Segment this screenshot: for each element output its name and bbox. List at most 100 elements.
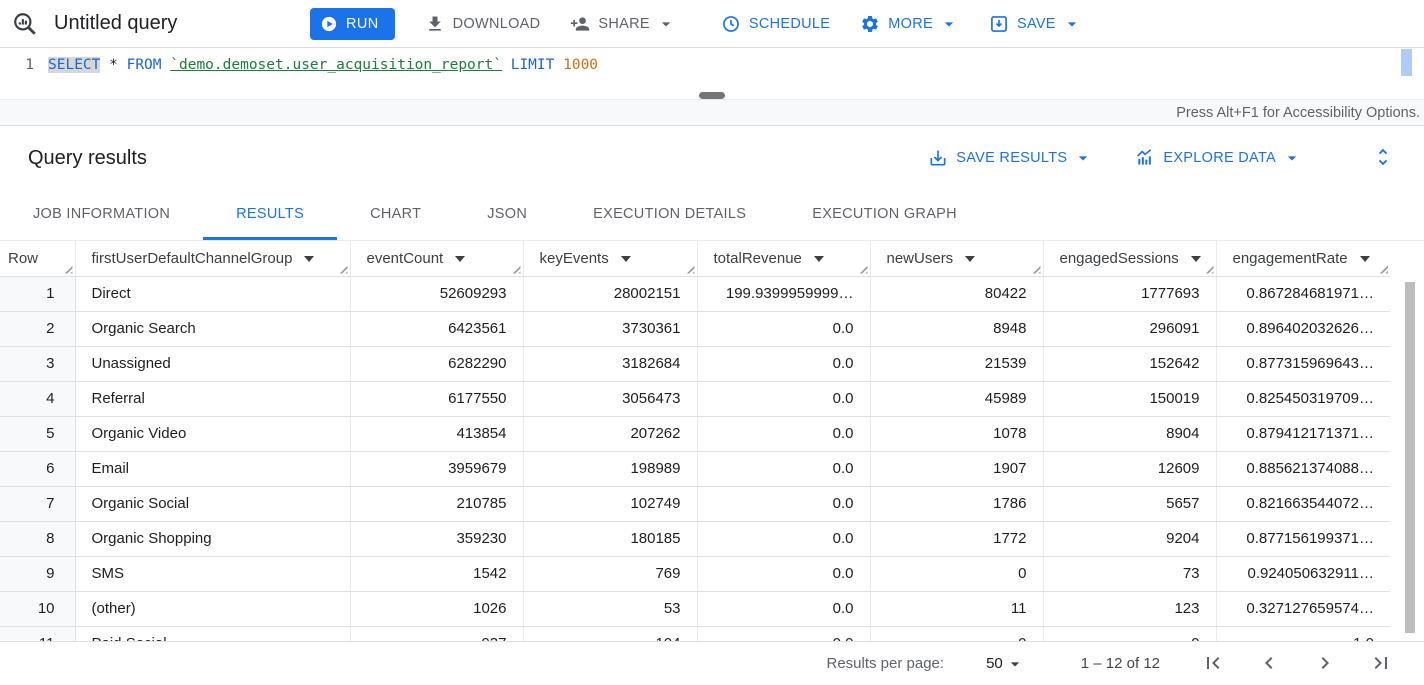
data-cell: 11 bbox=[869, 591, 1043, 627]
data-cell: 0.0 bbox=[696, 311, 870, 347]
save-icon bbox=[991, 15, 1007, 32]
results-table: Row firstUserDefaultChannelGroup eventCoun… bbox=[0, 241, 1390, 641]
chevron-down-icon bbox=[1287, 156, 1297, 161]
column-resize-handle[interactable] bbox=[857, 263, 868, 274]
page-size-value: 50 bbox=[986, 655, 1003, 672]
person-add-icon bbox=[571, 16, 590, 31]
data-cell: 0.877315969643… bbox=[1215, 346, 1390, 382]
column-menu-caret-icon[interactable] bbox=[1190, 256, 1201, 267]
column-resize-handle[interactable] bbox=[1378, 263, 1388, 274]
data-cell: 296091 bbox=[1042, 311, 1216, 347]
save-results-download-icon bbox=[930, 150, 946, 166]
column-label: totalRevenue bbox=[713, 249, 802, 267]
data-cell: 0.0 bbox=[696, 626, 870, 641]
column-header-newUsers[interactable]: newUsers bbox=[869, 241, 1043, 277]
column-header-engagementRate[interactable]: engagementRate bbox=[1215, 241, 1390, 277]
data-cell: 207262 bbox=[522, 416, 697, 452]
data-cell: Unassigned bbox=[74, 346, 350, 382]
table-row: 4 Referral 6177550 3056473 0.0 45989 150019 0.8… bbox=[0, 381, 1390, 417]
accessibility-strip: Press Alt+F1 for Accessibility Options. bbox=[0, 92, 1424, 126]
data-cell: Paid Social bbox=[74, 626, 350, 641]
table-row: 10 (other) 1026 53 0.0 11 123 0.327127659574… bbox=[0, 591, 1390, 627]
page-size-select[interactable]: 50 bbox=[986, 654, 1025, 674]
query-results-header: Query results SAVE RESULTS EXPLORE DATA bbox=[0, 126, 1424, 190]
results-tabs: JOB INFORMATION RESULTS CHART JSON EXECUTION… bbox=[0, 190, 1424, 241]
row-number-cell: 1 bbox=[0, 276, 76, 312]
save-results-button[interactable]: SAVE RESULTS bbox=[928, 148, 1093, 168]
chevron-down-icon bbox=[1067, 21, 1076, 26]
last-page-button[interactable] bbox=[1368, 651, 1394, 677]
tab-execution-details[interactable]: EXECUTION DETAILS bbox=[560, 190, 779, 240]
column-header-eventCount[interactable]: eventCount bbox=[349, 241, 523, 277]
table-row: 6 Email 3959679 198989 0.0 1907 12609 0.8856213… bbox=[0, 451, 1390, 487]
last-page-icon bbox=[1374, 656, 1387, 669]
data-cell: 8948 bbox=[869, 311, 1043, 347]
column-header-totalRevenue[interactable]: totalRevenue bbox=[696, 241, 870, 277]
query-results-title: Query results bbox=[28, 146, 147, 169]
previous-page-button[interactable] bbox=[1256, 651, 1282, 677]
column-menu-caret-icon[interactable] bbox=[620, 256, 631, 267]
column-header-firstUserDefaultChannelGroup[interactable]: firstUserDefaultChannelGroup bbox=[74, 241, 350, 277]
row-number-cell: 8 bbox=[0, 521, 76, 557]
column-resize-handle[interactable] bbox=[684, 263, 695, 274]
data-cell: 0.0 bbox=[696, 486, 870, 522]
column-menu-caret-icon[interactable] bbox=[965, 256, 976, 267]
tab-chart[interactable]: CHART bbox=[337, 190, 454, 240]
chevron-down-icon bbox=[1010, 661, 1019, 666]
sql-code: SELECT * FROM `demo.demoset.user_acquisi… bbox=[48, 54, 598, 76]
data-cell: 0.0 bbox=[696, 451, 870, 487]
sql-keyword-select: SELECT bbox=[48, 57, 101, 73]
schedule-label: SCHEDULE bbox=[748, 15, 831, 32]
table-scrollbar-thumb[interactable] bbox=[1405, 282, 1415, 633]
column-resize-handle[interactable] bbox=[337, 263, 348, 274]
editor-scrollbar-thumb[interactable] bbox=[1401, 49, 1412, 76]
column-header-keyEvents[interactable]: keyEvents bbox=[522, 241, 697, 277]
tab-results[interactable]: RESULTS bbox=[203, 190, 338, 240]
data-cell: 199.9399959999… bbox=[696, 276, 870, 312]
sql-query-line[interactable]: 1 SELECT * FROM `demo.demoset.user_acqui… bbox=[0, 48, 1424, 76]
next-page-button[interactable] bbox=[1312, 651, 1338, 677]
schedule-button[interactable]: SCHEDULE bbox=[721, 14, 830, 34]
download-button[interactable]: DOWNLOAD bbox=[425, 14, 541, 34]
column-resize-handle[interactable] bbox=[62, 263, 73, 274]
tab-execution-graph[interactable]: EXECUTION GRAPH bbox=[779, 190, 990, 240]
data-cell: 6423561 bbox=[349, 311, 523, 347]
row-number-cell: 10 bbox=[0, 591, 76, 627]
sql-table-reference-link[interactable]: `demo.demoset.user_acquisition_report` bbox=[170, 57, 502, 73]
column-resize-handle[interactable] bbox=[510, 263, 521, 274]
data-cell: 0.0 bbox=[696, 381, 870, 417]
save-button[interactable]: SAVE bbox=[989, 14, 1082, 34]
run-button[interactable]: RUN bbox=[310, 7, 395, 40]
table-row: 11Paid Social9371040.0001.0 bbox=[0, 626, 1390, 641]
sql-editor[interactable]: 1 SELECT * FROM `demo.demoset.user_acqui… bbox=[0, 48, 1424, 126]
column-header-engagedSessions[interactable]: engagedSessions bbox=[1042, 241, 1216, 277]
data-cell: 769 bbox=[522, 556, 697, 592]
data-cell: 1026 bbox=[349, 591, 523, 627]
table-body: 1 Direct 52609293 28002151 199.9399959999… 80… bbox=[0, 276, 1390, 641]
column-menu-caret-icon[interactable] bbox=[304, 256, 315, 267]
chevron-down-icon bbox=[944, 21, 954, 26]
tab-json[interactable]: JSON bbox=[454, 190, 560, 240]
splitter-drag-handle[interactable] bbox=[699, 92, 725, 99]
data-cell: 0.885621374088… bbox=[1215, 451, 1390, 487]
column-menu-caret-icon[interactable] bbox=[1359, 256, 1370, 267]
data-cell: 3056473 bbox=[522, 381, 697, 417]
column-resize-handle[interactable] bbox=[1203, 263, 1214, 274]
sql-star: * bbox=[109, 57, 118, 73]
tab-job-information[interactable]: JOB INFORMATION bbox=[0, 190, 203, 240]
explore-data-button[interactable]: EXPLORE DATA bbox=[1135, 148, 1302, 168]
sql-keyword-from: FROM bbox=[126, 57, 162, 73]
data-cell: Email bbox=[74, 451, 350, 487]
column-menu-caret-icon[interactable] bbox=[455, 256, 466, 267]
more-button[interactable]: MORE bbox=[860, 14, 959, 34]
column-menu-caret-icon[interactable] bbox=[813, 256, 824, 267]
clock-icon bbox=[722, 15, 739, 32]
first-page-button[interactable] bbox=[1200, 651, 1226, 677]
data-cell: 359230 bbox=[349, 521, 523, 557]
collapse-expand-results-button[interactable] bbox=[1370, 145, 1396, 171]
bigquery-query-icon bbox=[14, 12, 36, 35]
column-resize-handle[interactable] bbox=[1030, 263, 1041, 274]
data-cell: 6177550 bbox=[349, 381, 523, 417]
query-title: Untitled query bbox=[54, 12, 178, 34]
share-button[interactable]: SHARE bbox=[570, 14, 675, 34]
